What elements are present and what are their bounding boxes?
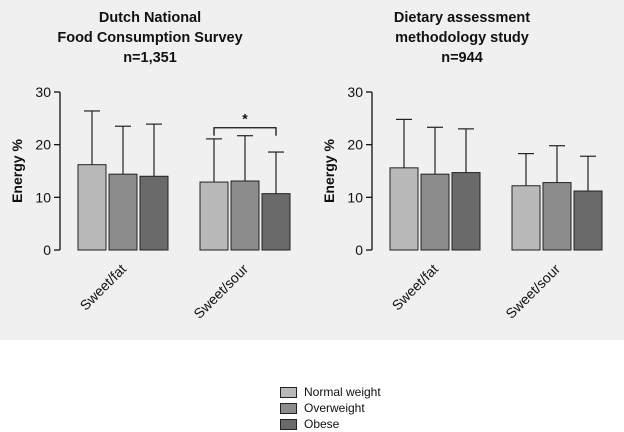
bar-obese-sweet-sour [573,190,603,251]
chart-title-line: Food Consumption Survey [57,30,242,46]
chart-title-line: Dutch National [99,10,201,26]
legend-label: Obese [304,417,340,431]
y-tick-label: 0 [355,242,363,258]
x-category-label: Sweet/sour [502,261,563,322]
chart-title-line: Dietary assessment [394,10,530,26]
y-axis-label: Energy % [321,139,337,203]
bar-overweight-sweet-fat [420,173,450,251]
legend-item-obese: Obese [280,416,420,432]
x-category-label: Sweet/fat [389,261,442,314]
legend-item-normal-weight: Normal weight [280,384,420,400]
legend-label: Normal weight [304,385,381,399]
y-tick-label: 30 [347,84,363,100]
chart-title-line: n=1,351 [123,50,177,66]
bar-normal-weight-sweet-sour [511,185,541,251]
bar-overweight-sweet-fat [108,173,138,251]
y-tick-label: 20 [35,137,51,153]
y-axis-label: Energy % [9,139,25,203]
bar-normal-weight-sweet-fat [389,167,419,251]
legend-swatch-obese [280,418,297,430]
legend: Normal weight Overweight Obese [280,384,420,432]
x-category-label: Sweet/sour [190,261,251,322]
significance-bracket [213,127,277,136]
bar-obese-sweet-sour [261,193,291,251]
legend-swatch-normal-weight [280,386,297,398]
y-tick-label: 10 [35,189,51,205]
chart-dietary-assessment-study: Dietary assessment methodology study n=944… [321,10,603,322]
legend-item-overweight: Overweight [280,400,420,416]
chart-dutch-national-survey: Dutch National Food Consumption Survey n=1… [9,10,291,322]
legend-label: Overweight [304,401,365,415]
legend-swatch-overweight [280,402,297,414]
chart-title-line: methodology study [395,30,529,46]
y-tick-label: 20 [347,137,363,153]
figure-panel: Dutch National Food Consumption Survey n=1… [0,0,624,340]
chart-title-line: n=944 [441,50,483,66]
significance-star: * [242,111,248,127]
bar-normal-weight-sweet-fat [77,164,107,251]
y-tick-label: 30 [35,84,51,100]
bar-normal-weight-sweet-sour [199,181,229,251]
bar-obese-sweet-fat [139,175,169,251]
y-tick-label: 10 [347,189,363,205]
bar-overweight-sweet-sour [542,182,572,251]
bar-overweight-sweet-sour [230,180,260,251]
bar-obese-sweet-fat [451,172,481,251]
x-category-label: Sweet/fat [77,261,130,314]
y-tick-label: 0 [43,242,51,258]
